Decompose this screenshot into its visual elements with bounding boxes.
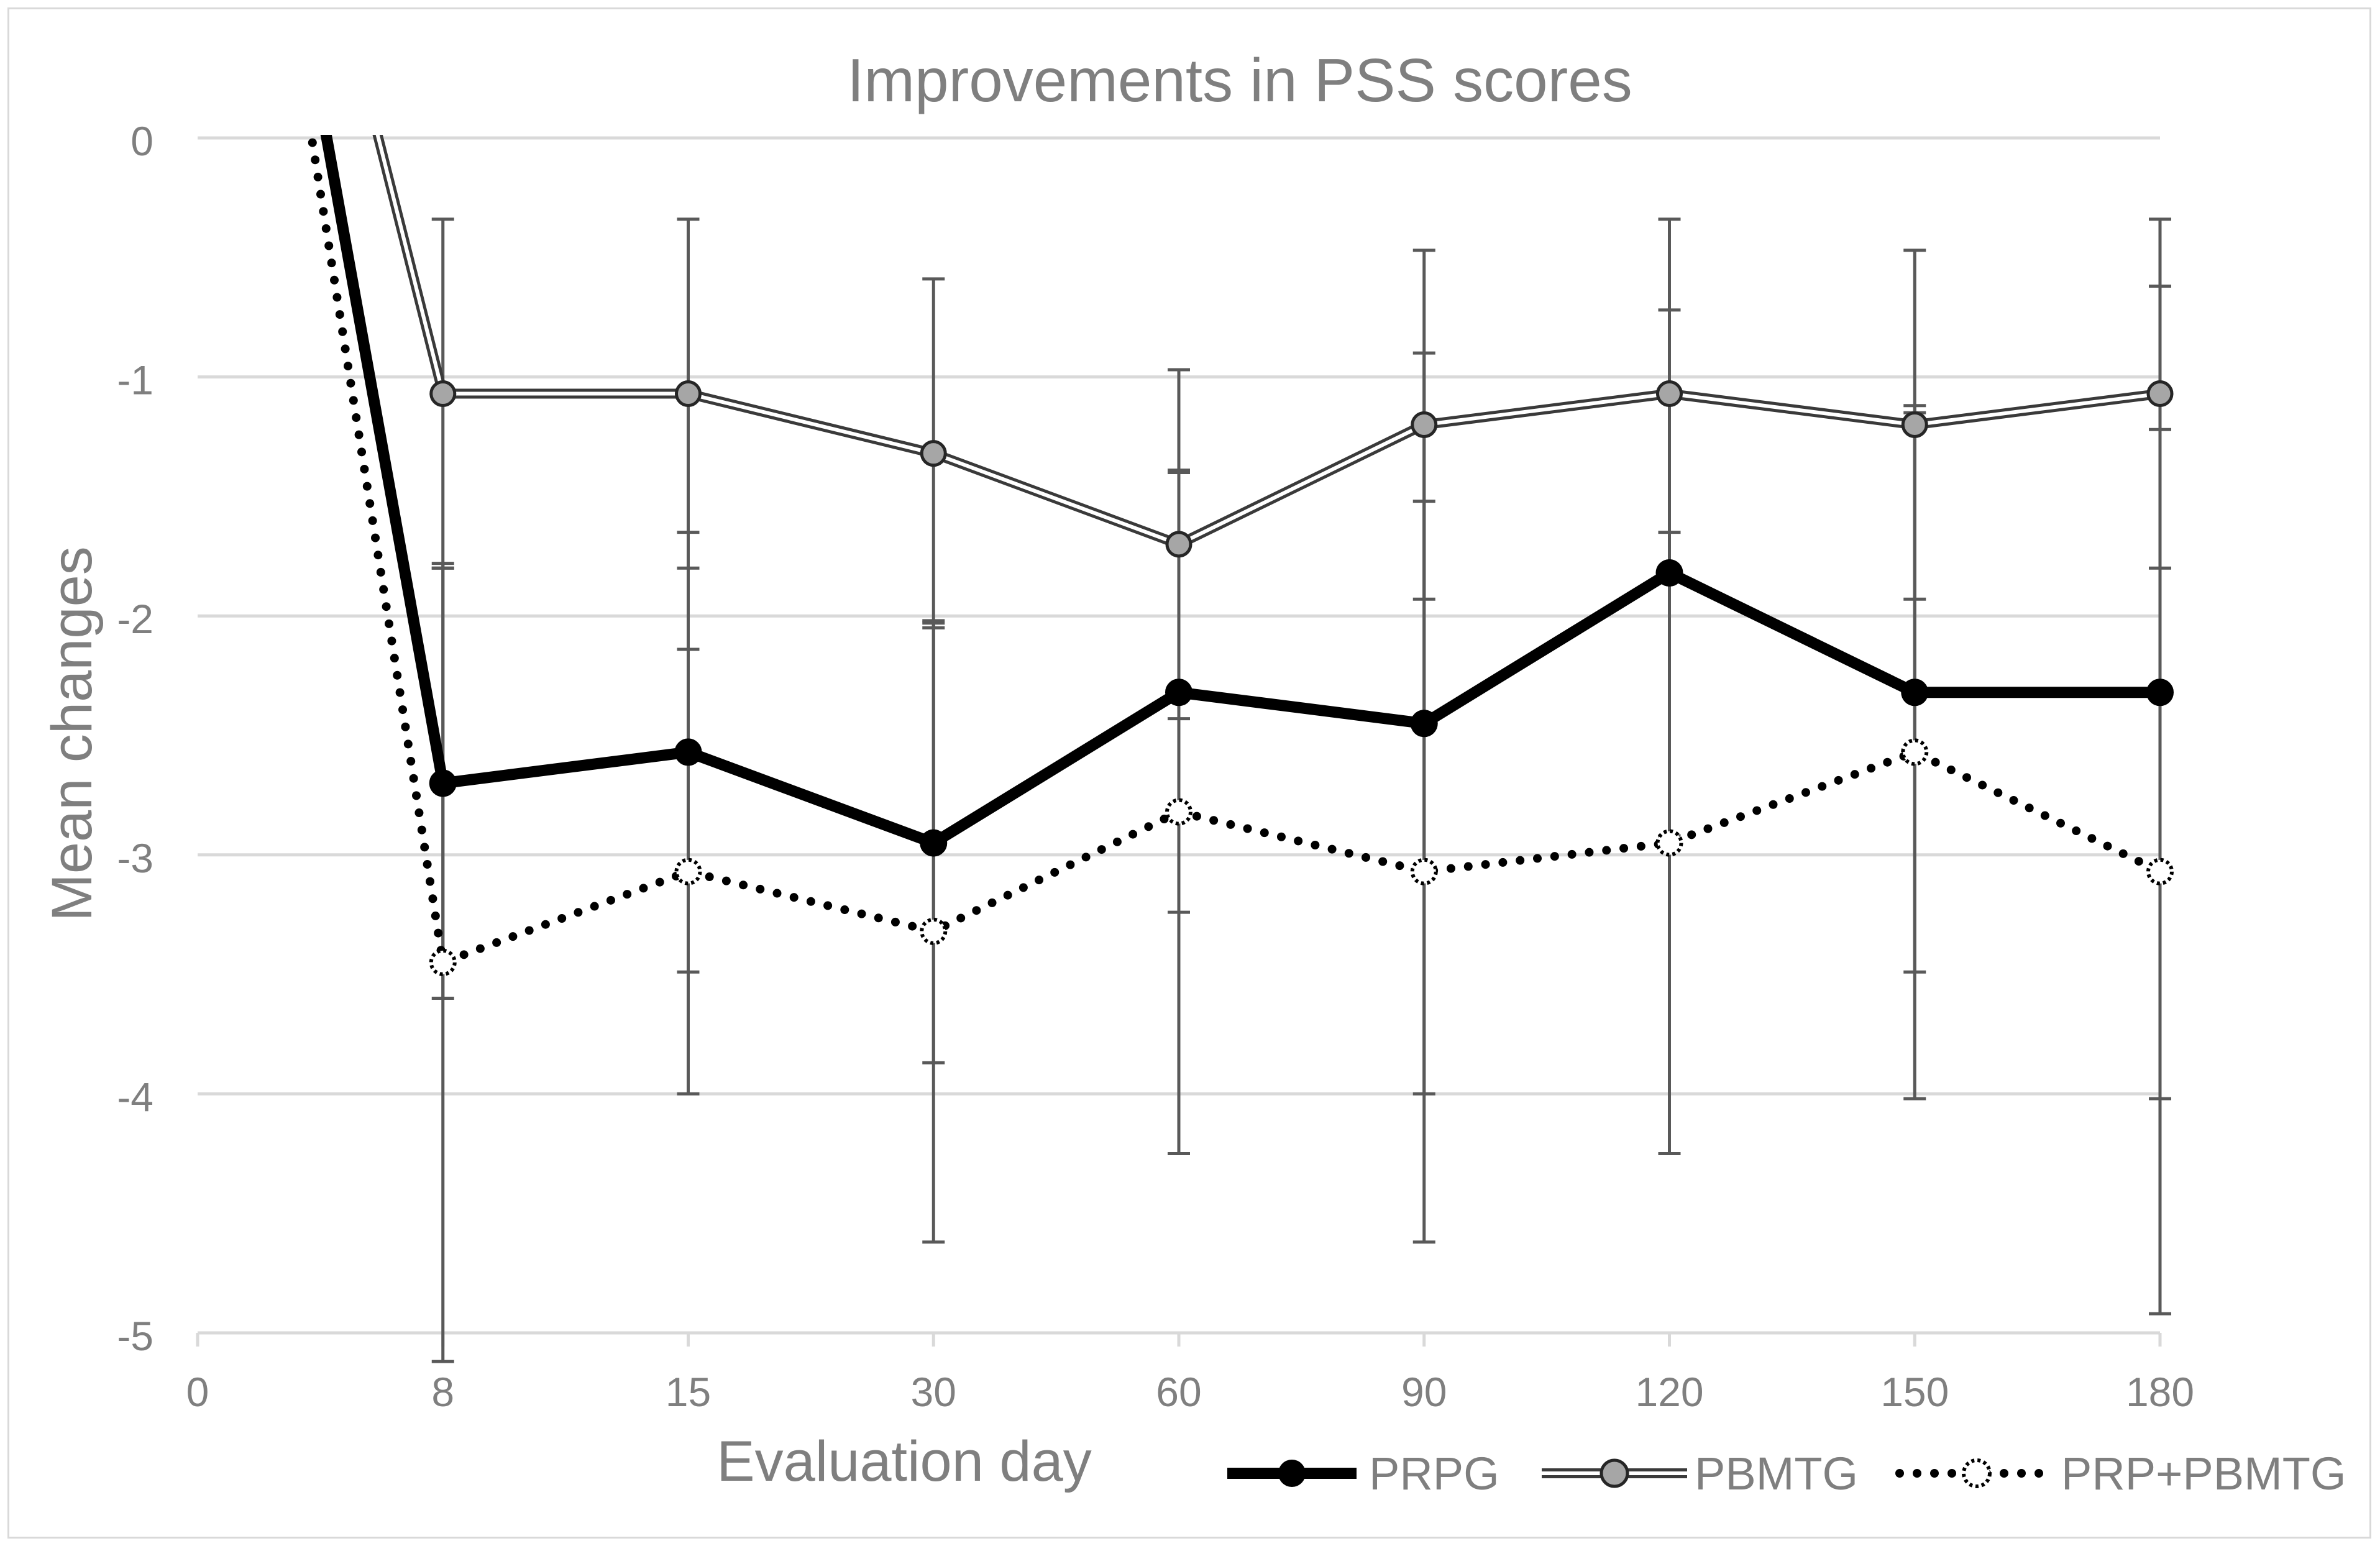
axis-layer: 0 -1 -2 -3 -4 -5 0 8 15 30 60 90 120 150 180	[117, 118, 2194, 1415]
marker-pbmtg	[1901, 411, 1928, 439]
y-tick-label: 0	[130, 118, 153, 164]
legend-marker-prp-pbmtg	[1962, 1458, 1992, 1488]
y-tick-label: -5	[117, 1313, 153, 1359]
x-tick-label: 60	[1156, 1369, 1201, 1415]
marker-pbmtg	[429, 380, 457, 408]
marker-prpg	[1410, 710, 1438, 738]
x-tick-label: 30	[911, 1369, 956, 1415]
x-tick-label: 150	[1880, 1369, 1949, 1415]
chart-frame: 0 -1 -2 -3 -4 -5 0 8 15 30 60 90 120 150 180 PRPG PBMTG…	[7, 7, 2371, 1539]
y-axis-label: Mean changes	[40, 546, 104, 922]
marker-prpg	[1655, 559, 1683, 587]
marker-pbmtg	[1656, 380, 1683, 408]
legend-label: PRPG	[1369, 1448, 1499, 1499]
marker-prpg	[674, 738, 702, 766]
series-layer	[306, 135, 2174, 976]
marker-prp-pbmtg	[429, 948, 457, 976]
x-axis-label: Evaluation day	[716, 1430, 1092, 1493]
marker-pbmtg	[920, 440, 947, 467]
marker-pbmtg	[1411, 411, 1438, 439]
legend-marker-pbmtg	[1600, 1458, 1629, 1488]
legend-label: PBMTG	[1695, 1448, 1858, 1499]
marker-prp-pbmtg	[1410, 858, 1438, 885]
chart-title: Improvements in PSS scores	[847, 46, 1632, 114]
marker-prp-pbmtg	[2146, 858, 2174, 885]
legend-label: PRP+PBMTG	[2061, 1448, 2346, 1499]
marker-prp-pbmtg	[920, 917, 948, 945]
marker-prpg	[2146, 679, 2174, 707]
marker-prp-pbmtg	[1901, 738, 1929, 766]
x-tick-label: 90	[1401, 1369, 1447, 1415]
marker-prpg	[1165, 679, 1192, 707]
x-tick-label: 120	[1635, 1369, 1703, 1415]
marker-prp-pbmtg	[1655, 829, 1683, 857]
marker-pbmtg	[675, 380, 702, 408]
marker-pbmtg	[1165, 531, 1192, 558]
marker-prp-pbmtg	[674, 858, 702, 885]
x-tick-label: 0	[186, 1369, 209, 1415]
marker-pbmtg	[2146, 380, 2174, 408]
y-tick-label: -3	[117, 835, 153, 881]
x-tick-label: 8	[431, 1369, 454, 1415]
marker-prpg	[429, 769, 457, 797]
y-tick-label: -2	[117, 596, 153, 642]
y-tick-label: -4	[117, 1074, 153, 1120]
legend: PRPG PBMTG PRP+PBMTG	[1227, 1448, 2346, 1499]
chart-svg: 0 -1 -2 -3 -4 -5 0 8 15 30 60 90 120 150 180 PRPG PBMTG…	[40, 46, 2346, 1499]
legend-marker-prpg	[1278, 1460, 1306, 1487]
marker-prp-pbmtg	[1165, 798, 1192, 826]
x-tick-label: 15	[666, 1369, 711, 1415]
marker-prpg	[920, 829, 948, 857]
marker-prpg	[1901, 679, 1929, 707]
y-tick-label: -1	[117, 357, 153, 403]
x-tick-label: 180	[2126, 1369, 2194, 1415]
